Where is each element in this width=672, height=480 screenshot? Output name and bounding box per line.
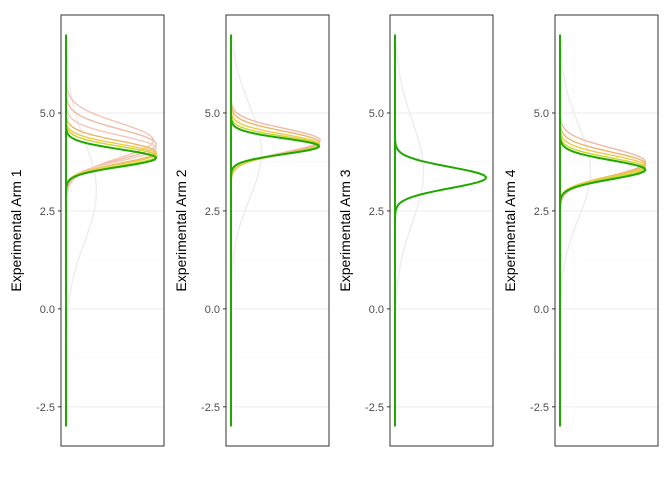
y-tick-label: 5.0: [205, 108, 220, 120]
panel-2: -2.5 0.0 2.5 5.0 Experimental Arm 2: [173, 14, 330, 447]
panel-border: [389, 14, 494, 447]
panel-3: -2.5 0.0 2.5 5.0 Experimental Arm 3: [337, 14, 494, 447]
y-tick-label: -2.5: [365, 402, 384, 414]
panel-background: [61, 15, 164, 446]
panel-background: [555, 15, 658, 446]
y-tick-label: 5.0: [369, 108, 384, 120]
y-axis-label: Experimental Arm 3: [337, 169, 353, 291]
y-tick-label: 2.5: [369, 206, 384, 218]
y-tick-label: 5.0: [534, 108, 549, 120]
panel-background: [226, 15, 329, 446]
y-tick-label: 2.5: [205, 206, 220, 218]
panel-background: [390, 15, 493, 446]
y-axis-label: Experimental Arm 4: [502, 169, 518, 291]
y-tick-label: 0.0: [40, 304, 55, 316]
y-axis-label: Experimental Arm 2: [173, 169, 189, 291]
y-tick-label: -2.5: [530, 402, 549, 414]
y-tick-label: 0.0: [369, 304, 384, 316]
y-tick-label: 2.5: [40, 206, 55, 218]
y-tick-label: -2.5: [36, 402, 55, 414]
y-tick-label: 5.0: [40, 108, 55, 120]
panel-1: -2.5 0.0 2.5 5.0 Experimental Arm 1: [8, 14, 165, 447]
y-tick-label: 2.5: [534, 206, 549, 218]
y-axis-label: Experimental Arm 1: [8, 169, 24, 291]
panel-border: [60, 14, 165, 447]
y-tick-label: 0.0: [205, 304, 220, 316]
y-tick-label: 0.0: [534, 304, 549, 316]
panel-4: -2.5 0.0 2.5 5.0 Experimental Arm 4: [502, 14, 659, 447]
panel-border: [554, 14, 659, 447]
y-tick-label: -2.5: [201, 402, 220, 414]
panel-border: [225, 14, 330, 447]
